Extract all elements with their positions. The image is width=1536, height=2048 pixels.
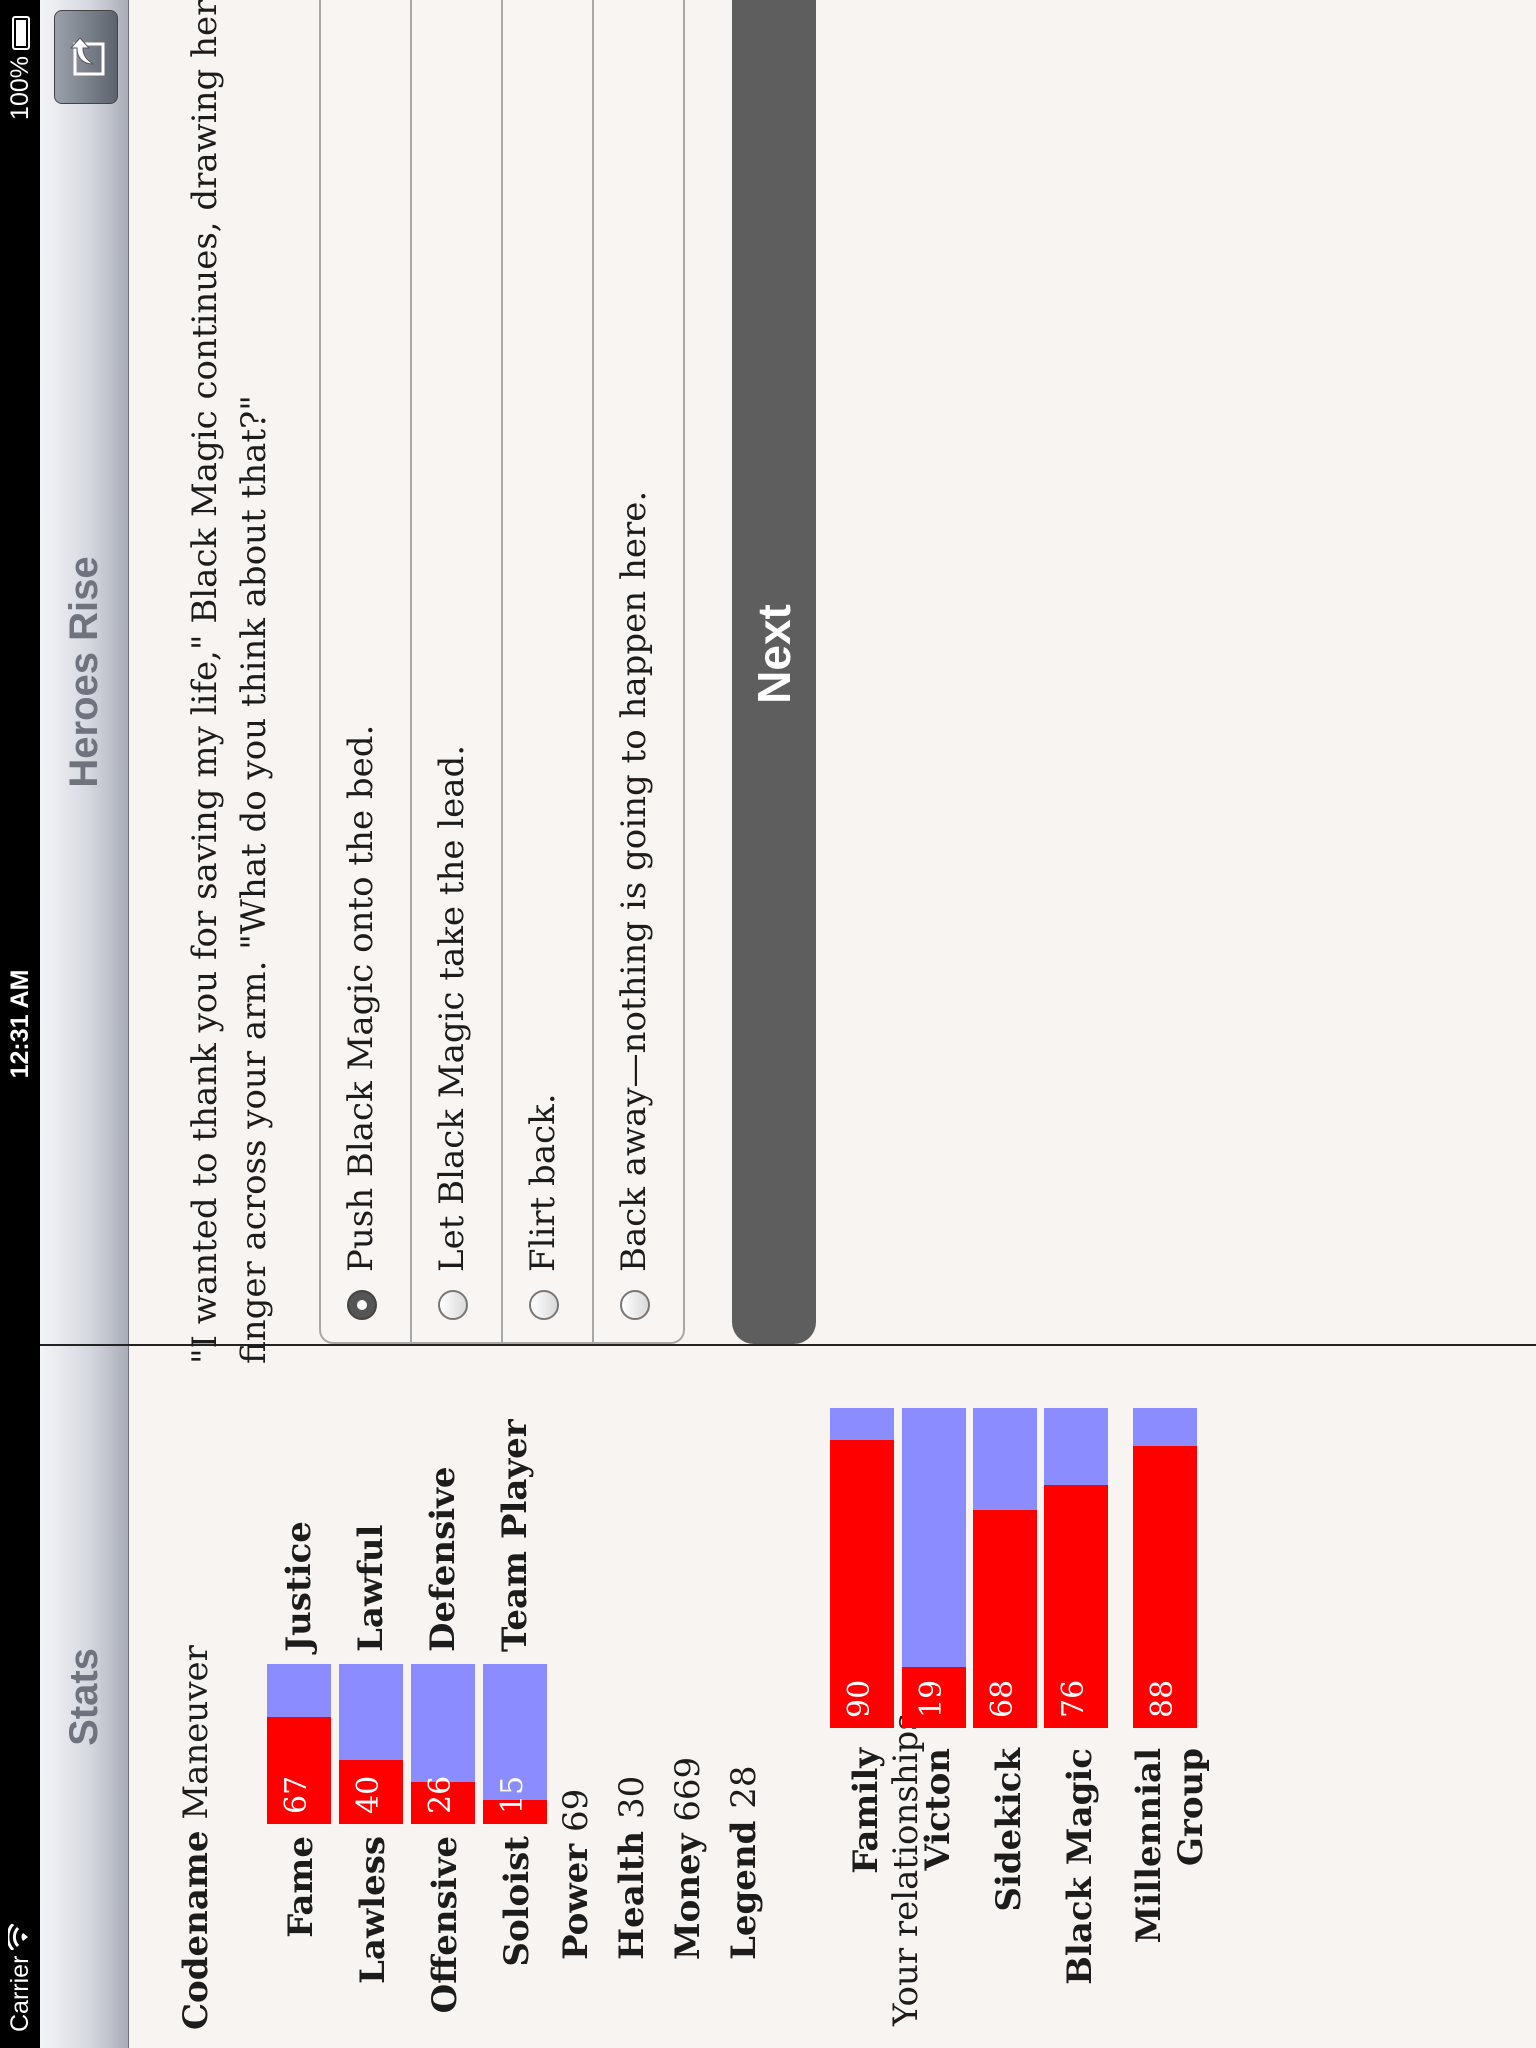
plain-stat: Power 69 xyxy=(556,1789,596,1960)
relationship-label: Millennial Group xyxy=(1128,1748,1212,2008)
plain-stat-value: 30 xyxy=(612,1775,652,1820)
relationship-bar: 76 xyxy=(1044,1408,1108,1728)
plain-stat: Health 30 xyxy=(612,1776,652,1960)
relationship-label-line: Millennial xyxy=(1129,1748,1169,1944)
stat-left-label: Lawless xyxy=(353,1836,393,1985)
stats-navbar: Stats xyxy=(40,1346,129,2048)
stat-bar: 26 xyxy=(411,1664,475,1824)
stat-value: 15 xyxy=(495,1775,530,1814)
battery-icon xyxy=(12,16,31,50)
plain-stat-value: 669 xyxy=(668,1756,708,1822)
plain-stat-label: Power xyxy=(556,1832,596,1960)
relationship-label: Sidekick xyxy=(989,1748,1029,1912)
choice-option[interactable]: Back away—nothing is going to happen her… xyxy=(594,0,685,1342)
radio-button[interactable] xyxy=(347,1290,377,1320)
radio-button[interactable] xyxy=(620,1290,650,1320)
choice-option[interactable]: Flirt back. xyxy=(503,0,594,1342)
stat-right-label: Defensive xyxy=(423,1466,463,1652)
codename-line: Codename Maneuver xyxy=(176,1645,216,2030)
stat-right-label: Lawful xyxy=(351,1524,391,1652)
relationship-value: 90 xyxy=(842,1679,877,1718)
status-bar: Carrier 12:31 AM 100% xyxy=(0,0,40,2048)
relationship-value: 76 xyxy=(1056,1679,1091,1718)
battery-indicator: 100% xyxy=(6,16,35,120)
plain-stat-label: Health xyxy=(612,1819,652,1960)
next-button[interactable]: Next xyxy=(732,0,816,1344)
choice-label: Push Black Magic onto the bed. xyxy=(341,724,381,1272)
choice-option[interactable]: Push Black Magic onto the bed. xyxy=(321,0,412,1342)
stat-bar: 67 xyxy=(267,1664,331,1824)
codename-label: Codename xyxy=(176,1830,216,2030)
relationship-bar: 19 xyxy=(902,1408,966,1728)
relationship-label-line: Group xyxy=(1171,1748,1211,1867)
stats-panel[interactable]: Codename Maneuver Fame 67 Justice Lawless 40… xyxy=(129,1346,1536,2048)
plain-stat-value: 69 xyxy=(556,1788,596,1833)
plain-stat: Money 669 xyxy=(668,1757,708,1960)
wifi-icon xyxy=(8,1924,28,1950)
plain-stat-label: Legend xyxy=(724,1808,764,1960)
stat-value: 26 xyxy=(423,1775,458,1814)
game-title: Heroes Rise xyxy=(62,556,106,788)
relationship-value: 68 xyxy=(985,1679,1020,1718)
story-panel[interactable]: "I wanted to thank you for saving my lif… xyxy=(129,0,1536,1364)
radio-button[interactable] xyxy=(438,1290,468,1320)
choice-label: Let Black Magic take the lead. xyxy=(432,744,472,1272)
codename-value: Maneuver xyxy=(176,1645,216,1820)
stat-value: 40 xyxy=(351,1775,386,1814)
stats-title: Stats xyxy=(62,1648,106,1746)
relationship-bar: 68 xyxy=(973,1408,1037,1728)
plain-stat-label: Money xyxy=(668,1821,708,1960)
story-passage: "I wanted to thank you for saving my lif… xyxy=(185,0,274,1364)
choice-label: Back away—nothing is going to happen her… xyxy=(614,490,654,1272)
stat-left-label: Soloist xyxy=(497,1836,537,1967)
plain-stat-value: 28 xyxy=(724,1765,764,1809)
relationship-bar: 88 xyxy=(1133,1408,1197,1728)
relationship-value: 88 xyxy=(1145,1679,1180,1718)
stat-left-label: Offensive xyxy=(425,1836,465,2014)
battery-percent: 100% xyxy=(6,56,34,120)
stat-left-label: Fame xyxy=(281,1836,321,1938)
share-icon xyxy=(69,37,105,76)
relationship-label: Black Magic xyxy=(1060,1748,1100,1985)
choice-label: Flirt back. xyxy=(523,1093,563,1272)
choice-list: Push Black Magic onto the bed. Let Black … xyxy=(319,0,685,1344)
stat-right-label: Team Player xyxy=(495,1419,535,1652)
relationship-bar: 90 xyxy=(830,1408,894,1728)
radio-button[interactable] xyxy=(529,1290,559,1320)
stat-bar: 40 xyxy=(339,1664,403,1824)
stat-bar: 15 xyxy=(483,1664,547,1824)
plain-stat: Legend 28 xyxy=(724,1765,764,1960)
relationship-value: 19 xyxy=(914,1679,949,1718)
stat-value: 67 xyxy=(279,1775,314,1814)
main-navbar: Heroes Rise xyxy=(40,0,129,1344)
clock: 12:31 AM xyxy=(6,969,34,1079)
share-button[interactable] xyxy=(54,10,118,104)
relationship-label: Victon xyxy=(918,1748,958,1871)
choice-option[interactable]: Let Black Magic take the lead. xyxy=(412,0,503,1342)
relationship-label: Family xyxy=(846,1748,886,1874)
stat-right-label: Justice xyxy=(279,1521,319,1652)
